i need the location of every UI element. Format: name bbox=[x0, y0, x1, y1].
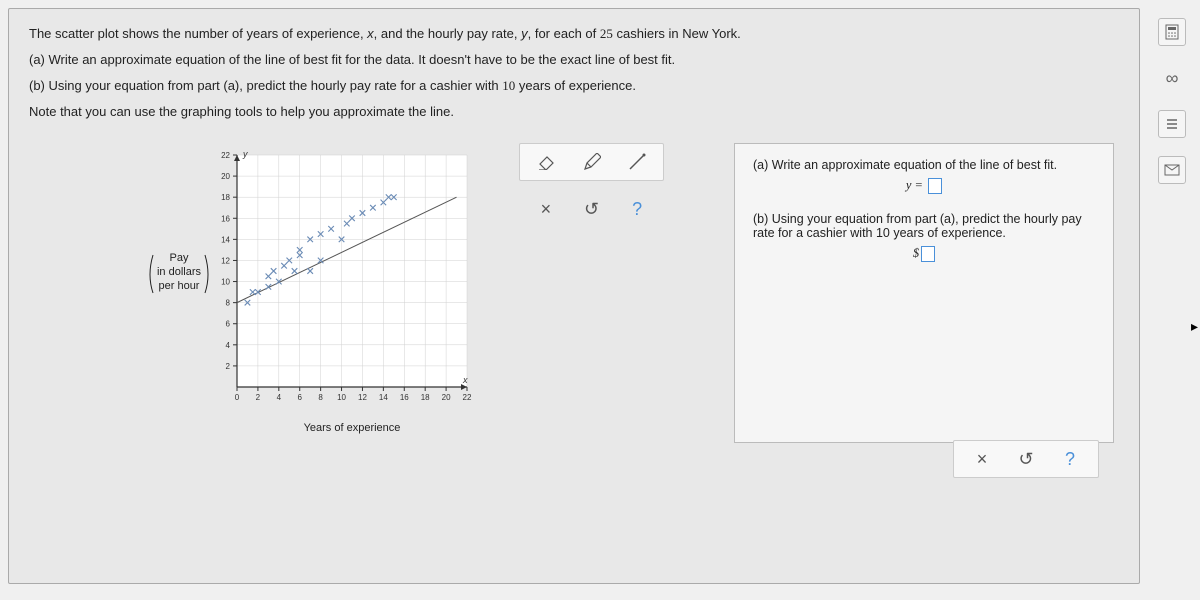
svg-text:4: 4 bbox=[226, 341, 231, 350]
text: The scatter plot shows the number of yea… bbox=[29, 26, 367, 41]
svg-text:16: 16 bbox=[221, 214, 230, 223]
main-panel: The scatter plot shows the number of yea… bbox=[8, 8, 1140, 584]
line-tool-icon[interactable] bbox=[625, 150, 649, 174]
part-b-instruction-a: (b) Using your equation from part (a), p… bbox=[29, 78, 502, 93]
answer-actions-row: × ↺ ? bbox=[953, 440, 1099, 478]
eq-lhs: y = bbox=[906, 178, 926, 192]
svg-text:10: 10 bbox=[337, 393, 346, 402]
help-button[interactable]: ? bbox=[625, 197, 649, 221]
equation-row: y = bbox=[753, 178, 1095, 194]
part-b-years: 10 bbox=[876, 226, 890, 240]
svg-text:0: 0 bbox=[235, 393, 240, 402]
svg-text:Pay: Pay bbox=[170, 252, 189, 264]
answer-reset-button[interactable]: ↺ bbox=[1014, 447, 1038, 471]
answer-clear-button[interactable]: × bbox=[970, 447, 994, 471]
svg-text:12: 12 bbox=[221, 256, 230, 265]
svg-text:14: 14 bbox=[221, 235, 230, 244]
svg-text:2: 2 bbox=[226, 362, 231, 371]
scatter-chart[interactable]: 0246810121416182022246810121416182022yxP… bbox=[139, 143, 479, 443]
svg-text:16: 16 bbox=[400, 393, 409, 402]
eraser-icon[interactable] bbox=[535, 150, 559, 174]
svg-text:18: 18 bbox=[421, 393, 430, 402]
clear-button[interactable]: × bbox=[534, 197, 558, 221]
svg-text:22: 22 bbox=[463, 393, 472, 402]
problem-statement: The scatter plot shows the number of yea… bbox=[29, 21, 1119, 125]
dollar-row: $ bbox=[753, 246, 1095, 262]
equation-input[interactable] bbox=[928, 178, 942, 194]
years-value: 10 bbox=[502, 78, 515, 93]
text: , and the hourly pay rate, bbox=[374, 26, 521, 41]
svg-text:per hour: per hour bbox=[159, 280, 200, 292]
reset-button[interactable]: ↺ bbox=[579, 197, 603, 221]
mail-icon[interactable] bbox=[1158, 156, 1186, 184]
side-toolbar: ∞ bbox=[1158, 18, 1186, 184]
svg-text:4: 4 bbox=[277, 393, 282, 402]
count: 25 bbox=[600, 26, 613, 41]
part-a-instruction: (a) Write an approximate equation of the… bbox=[29, 47, 1119, 73]
svg-text:10: 10 bbox=[221, 278, 230, 287]
text: cashiers in New York. bbox=[613, 26, 741, 41]
svg-text:x: x bbox=[462, 375, 468, 385]
cursor-icon: ▸ bbox=[1191, 318, 1198, 335]
svg-text:20: 20 bbox=[221, 172, 230, 181]
svg-text:in dollars: in dollars bbox=[157, 266, 202, 278]
answer-part-a: (a) Write an approximate equation of the… bbox=[753, 158, 1095, 194]
svg-text:Years of experience: Years of experience bbox=[304, 422, 401, 434]
svg-text:20: 20 bbox=[442, 393, 451, 402]
calculator-icon[interactable] bbox=[1158, 18, 1186, 46]
answer-help-button[interactable]: ? bbox=[1058, 447, 1082, 471]
pencil-icon[interactable] bbox=[580, 150, 604, 174]
svg-text:22: 22 bbox=[221, 151, 230, 160]
tools-panel: × ↺ ? bbox=[519, 143, 664, 443]
dollar-prefix: $ bbox=[913, 246, 919, 260]
part-a-text: (a) Write an approximate equation of the… bbox=[753, 158, 1095, 172]
infinity-icon[interactable]: ∞ bbox=[1158, 64, 1186, 92]
drawing-tools-row bbox=[519, 143, 664, 181]
svg-text:8: 8 bbox=[226, 299, 231, 308]
svg-text:8: 8 bbox=[318, 393, 323, 402]
svg-text:6: 6 bbox=[226, 320, 231, 329]
list-icon[interactable] bbox=[1158, 110, 1186, 138]
part-b-instruction-b: years of experience. bbox=[515, 78, 636, 93]
chart-svg[interactable]: 0246810121416182022246810121416182022yxP… bbox=[139, 143, 479, 443]
answer-part-b: (b) Using your equation from part (a), p… bbox=[753, 212, 1095, 262]
chart-actions-row: × ↺ ? bbox=[519, 191, 664, 227]
content-area: 0246810121416182022246810121416182022yxP… bbox=[29, 143, 1119, 443]
part-b-text-b: years of experience. bbox=[890, 226, 1006, 240]
svg-text:6: 6 bbox=[298, 393, 303, 402]
text: , for each of bbox=[528, 26, 600, 41]
svg-text:18: 18 bbox=[221, 193, 230, 202]
note-text: Note that you can use the graphing tools… bbox=[29, 99, 1119, 125]
svg-text:2: 2 bbox=[256, 393, 261, 402]
pay-input[interactable] bbox=[921, 246, 935, 262]
answer-panel: (a) Write an approximate equation of the… bbox=[734, 143, 1114, 443]
svg-text:14: 14 bbox=[379, 393, 388, 402]
svg-text:12: 12 bbox=[358, 393, 367, 402]
svg-text:y: y bbox=[242, 149, 248, 159]
